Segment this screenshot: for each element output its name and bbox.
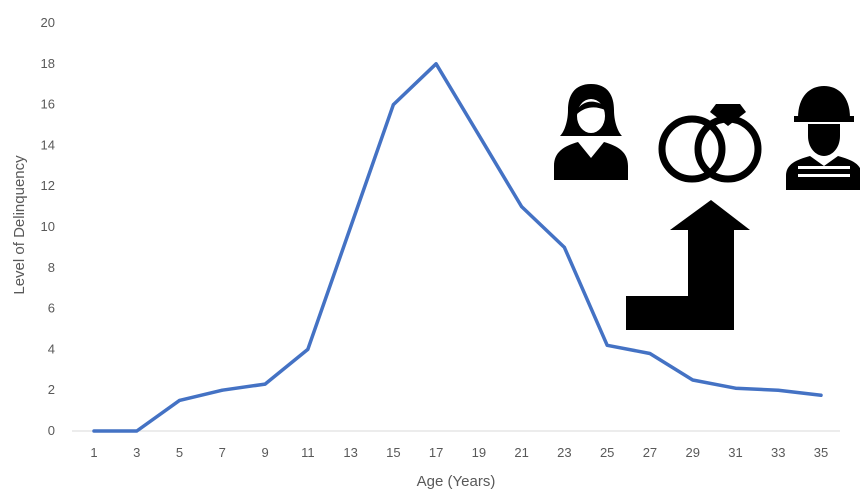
- y-tick-label: 14: [41, 137, 55, 152]
- woman-icon: [554, 84, 628, 180]
- y-tick-label: 6: [48, 301, 55, 316]
- x-tick-label: 13: [343, 445, 357, 460]
- x-tick-label: 9: [261, 445, 268, 460]
- x-tick-label: 23: [557, 445, 571, 460]
- y-tick-label: 0: [48, 423, 55, 438]
- x-tick-label: 19: [472, 445, 486, 460]
- x-tick-label: 7: [219, 445, 226, 460]
- data-points: [92, 62, 823, 433]
- data-point: [562, 245, 566, 249]
- x-axis-ticks: 1 3 5 7 9 11 13 15 17 19 21 23 25 27 29 31 33 35: [90, 445, 828, 460]
- wedding-rings-icon: [658, 104, 762, 183]
- data-point: [391, 103, 395, 107]
- data-point: [349, 225, 353, 229]
- data-point: [776, 388, 780, 392]
- y-tick-label: 20: [41, 15, 55, 30]
- x-tick-label: 29: [685, 445, 699, 460]
- turn-up-arrow-icon: [626, 200, 750, 330]
- delinquency-line: [92, 62, 823, 433]
- x-tick-label: 21: [514, 445, 528, 460]
- y-tick-label: 10: [41, 219, 55, 234]
- y-tick-label: 18: [41, 56, 55, 71]
- data-point: [135, 429, 139, 433]
- x-tick-label: 35: [814, 445, 828, 460]
- data-point: [520, 205, 524, 209]
- data-point: [178, 398, 182, 402]
- x-tick-label: 3: [133, 445, 140, 460]
- data-point: [605, 343, 609, 347]
- x-tick-label: 1: [90, 445, 97, 460]
- x-tick-label: 15: [386, 445, 400, 460]
- y-tick-label: 16: [41, 97, 55, 112]
- y-tick-label: 12: [41, 178, 55, 193]
- x-axis-title: Age (Years): [417, 473, 496, 490]
- data-point: [434, 62, 438, 66]
- data-point: [648, 351, 652, 355]
- data-point: [92, 429, 96, 433]
- y-tick-label: 2: [48, 382, 55, 397]
- x-tick-label: 33: [771, 445, 785, 460]
- soldier-icon: [786, 86, 860, 190]
- y-axis-ticks: 0 2 4 6 8 10 12 14 16 18 20: [41, 15, 55, 438]
- x-tick-label: 25: [600, 445, 614, 460]
- data-point: [477, 133, 481, 137]
- y-axis-title: Level of Delinquency: [11, 155, 28, 295]
- x-tick-label: 5: [176, 445, 183, 460]
- x-tick-label: 17: [429, 445, 443, 460]
- data-point: [263, 382, 267, 386]
- data-point: [220, 388, 224, 392]
- x-tick-label: 27: [643, 445, 657, 460]
- data-point: [691, 378, 695, 382]
- x-tick-label: 31: [728, 445, 742, 460]
- x-tick-label: 11: [301, 445, 315, 460]
- y-tick-label: 4: [48, 341, 55, 356]
- data-point: [819, 393, 823, 397]
- y-tick-label: 8: [48, 260, 55, 275]
- data-point: [306, 347, 310, 351]
- data-point: [733, 386, 737, 390]
